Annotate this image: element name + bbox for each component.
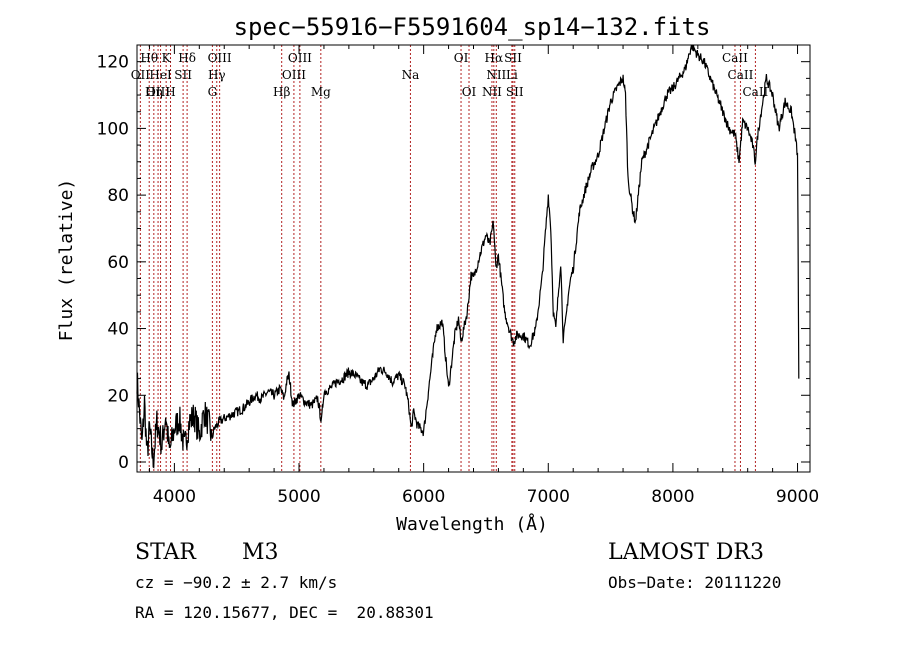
x-tick-label-5: 9000 [776,487,819,507]
line-label-7: SII [504,51,522,65]
line-label-2: Hδ [178,51,196,65]
line-label-0: Hθ [140,51,158,65]
line-label-14: Na [402,68,420,82]
spectral-line-markers [139,45,756,472]
line-label-10: HeI [149,68,172,82]
line-label-3: OIII [208,51,232,65]
spectrum-line [136,44,800,469]
y-tick-label-0: 0 [118,453,129,473]
x-tick-label-1: 5000 [277,487,320,507]
y-tick-label-4: 80 [107,186,129,206]
line-label-4: OIII [288,51,312,65]
line-label-19: Hη [145,85,163,99]
redshift-cz: cz = −90.2 ± 2.7 km/s [135,573,338,592]
plot-frame [136,44,811,473]
y-tick-label-6: 120 [97,53,129,73]
y-tick-label-3: 60 [107,253,129,273]
y-tick-label-5: 100 [97,119,129,139]
x-tick-label-0: 4000 [153,487,196,507]
y-axis-ticks: 0 20 40 60 80 100 120 [97,53,810,473]
line-label-17: CaII [728,68,754,82]
line-label-13: OIII [282,68,306,82]
y-axis-label: Flux (relative) [56,179,77,342]
line-label-22: Hβ [273,85,290,99]
line-label-6: Hα [485,51,504,65]
line-label-1: K [162,51,172,65]
chart-title: spec−55916−F5591604_sp14−132.fits [234,13,711,41]
survey-name: LAMOST DR3 [608,540,764,565]
x-tick-label-2: 6000 [402,487,445,507]
ra-dec-coordinates: RA = 120.15677, DEC = 20.88301 [135,603,434,622]
y-tick-label-2: 40 [107,320,129,340]
line-label-8: CaII [722,51,748,65]
x-axis-ticks: 4000 5000 6000 7000 8000 9000 [148,45,819,507]
observation-date: Obs−Date: 20111220 [608,573,782,592]
x-tick-label-4: 8000 [651,487,694,507]
line-label-11: SII [174,68,192,82]
line-label-27: CaII [742,85,768,99]
y-tick-label-1: 20 [107,386,129,406]
line-label-15: NII [486,68,506,82]
line-label-20: H [165,85,175,99]
object-subclass: M3 [242,540,279,565]
line-label-16: Li [506,68,518,82]
x-tick-label-3: 7000 [527,487,570,507]
x-axis-label: Wavelength (Å) [396,513,548,535]
line-label-26: SII [506,85,524,99]
line-label-23: Mg [311,85,331,99]
object-class: STAR [135,540,196,565]
line-label-5: OI [454,51,469,65]
line-label-21: G [208,85,218,99]
line-label-18: OIII [146,85,170,99]
line-label-9: OII [131,68,151,82]
line-label-24: OI [462,85,477,99]
line-label-25: NII [482,85,502,99]
line-label-12: Hγ [208,68,226,82]
